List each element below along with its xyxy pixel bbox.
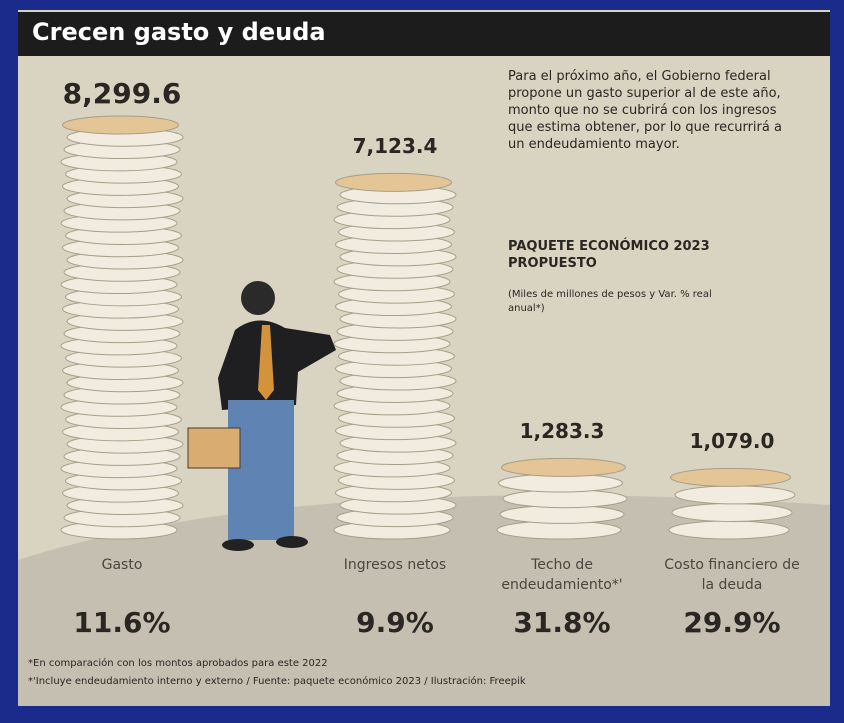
value-label: 8,299.6	[42, 77, 202, 110]
category-label: Ingresos netos	[320, 555, 470, 575]
change-label: 9.9%	[315, 606, 475, 639]
category-label: Costo financiero de la deuda	[657, 555, 807, 595]
value-label: 1,283.3	[482, 419, 642, 443]
value-label: 7,123.4	[315, 134, 475, 158]
value-label: 1,079.0	[652, 429, 812, 453]
coin	[675, 486, 795, 504]
coin	[336, 173, 452, 191]
infographic: Crecen gasto y deuda Para el próximo año,…	[0, 0, 844, 723]
coin	[63, 116, 179, 134]
coin-stack	[334, 173, 456, 539]
change-label: 11.6%	[42, 606, 202, 639]
description: Para el próximo año, el Gobierno federal…	[508, 68, 788, 153]
coin	[671, 468, 791, 486]
coin-stack	[61, 116, 183, 539]
footnote: *'Incluye endeudamiento interno y extern…	[28, 676, 526, 687]
change-label: 29.9%	[652, 606, 812, 639]
chart-title: Crecen gasto y deuda	[32, 18, 326, 46]
category-label: Techo de endeudamiento*'	[487, 555, 637, 595]
coin	[502, 458, 626, 476]
coin-stack	[497, 458, 627, 539]
subtitle: PAQUETE ECONÓMICO 2023 PROPUESTO	[508, 238, 758, 272]
coin	[672, 503, 792, 521]
change-label: 31.8%	[482, 606, 642, 639]
category-label: Gasto	[47, 555, 197, 575]
units: (Miles de millones de pesos y Var. % rea…	[508, 288, 728, 316]
footnote: *En comparación con los montos aprobados…	[28, 658, 328, 669]
coin	[669, 521, 789, 539]
